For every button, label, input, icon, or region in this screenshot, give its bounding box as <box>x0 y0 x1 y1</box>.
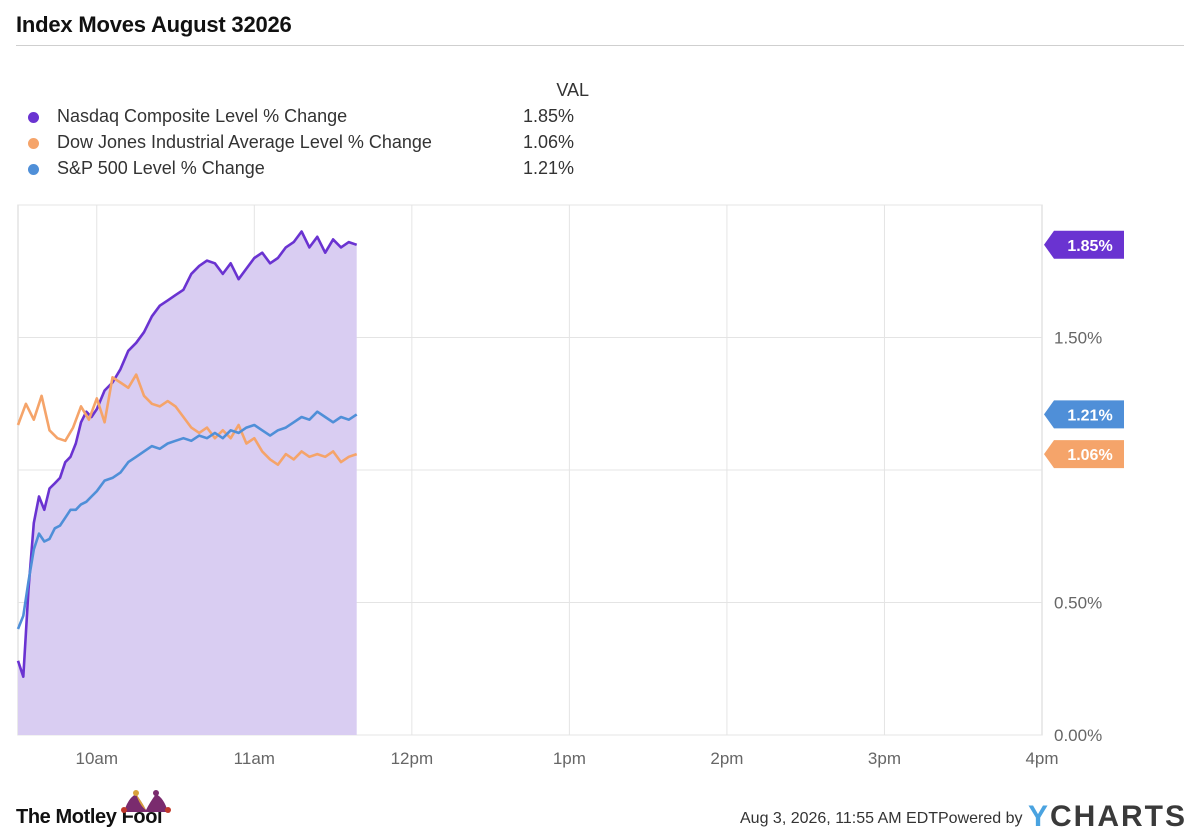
y-tick-label: 1.50% <box>1054 329 1102 348</box>
x-tick-label: 4pm <box>1025 749 1058 768</box>
legend-value-header: VAL <box>556 80 589 100</box>
chart-title: Index Moves August 32026 <box>16 12 292 37</box>
footer-powered-by: Powered by <box>938 810 1023 827</box>
legend-item-label: S&P 500 Level % Change <box>57 158 265 178</box>
y-tick-label: 0.50% <box>1054 594 1102 613</box>
last-value-label: 1.85% <box>1067 238 1112 255</box>
series-line-0 <box>16 230 358 679</box>
ycharts-logo: YCHARTS <box>1028 800 1188 833</box>
x-tick-label: 3pm <box>868 749 901 768</box>
footer-timestamp: Aug 3, 2026, 11:55 AM EDT <box>740 810 939 827</box>
last-value-label: 1.21% <box>1067 407 1112 424</box>
legend-item-value: 1.85% <box>522 106 574 126</box>
jester-hat-icon <box>121 790 171 813</box>
last-value-flag <box>1044 440 1124 469</box>
x-tick-label: 10am <box>76 749 119 768</box>
legend-item-nasdaq[interactable]: Nasdaq Composite Level % Change 1.85% <box>26 106 586 130</box>
line-chart: 0.00% 0.50% 1.50% 10am 11am 12pm 1pm 2pm 3pm 4pm 1… <box>16 204 1124 768</box>
series-line-1 <box>16 373 358 467</box>
legend-dot-icon <box>28 112 39 123</box>
legend-dot-icon <box>28 138 39 149</box>
legend-item-label: Dow Jones Industrial Average Level % Cha… <box>57 132 432 152</box>
y-tick-label: 0.00% <box>1054 726 1102 745</box>
last-value-label: 1.06% <box>1067 447 1112 464</box>
legend-item-label: Nasdaq Composite Level % Change <box>57 106 348 126</box>
legend-dot-icon <box>28 164 39 175</box>
x-tick-label: 1pm <box>553 749 586 768</box>
x-tick-label: 12pm <box>391 749 434 768</box>
title-divider <box>16 45 1184 46</box>
last-value-flag <box>1044 400 1124 429</box>
x-tick-label: 2pm <box>710 749 743 768</box>
legend-item-value: 1.21% <box>522 158 574 178</box>
series-area-0 <box>18 231 357 735</box>
legend-item-value: 1.06% <box>522 132 574 152</box>
series-line-2 <box>16 410 358 630</box>
legend-item-dow[interactable]: Dow Jones Industrial Average Level % Cha… <box>26 132 586 156</box>
last-value-flag <box>1044 230 1124 259</box>
x-tick-label: 11am <box>234 749 275 768</box>
legend-item-sp500[interactable]: S&P 500 Level % Change 1.21% <box>26 158 586 182</box>
